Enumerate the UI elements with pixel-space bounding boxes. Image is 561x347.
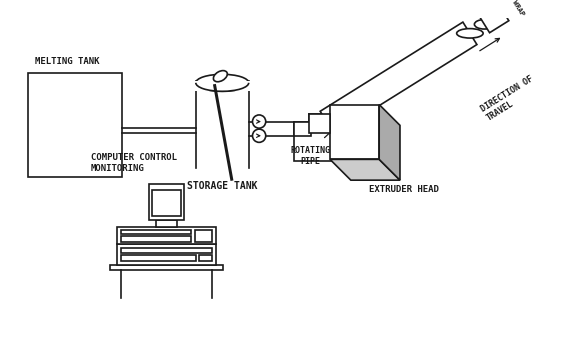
Ellipse shape [314,118,341,127]
Bar [294,121,351,161]
Bar [195,230,212,242]
Ellipse shape [494,8,513,17]
Bar [117,244,215,265]
Polygon shape [320,22,477,134]
Bar [194,81,251,91]
Text: ROTATING
PIPE: ROTATING PIPE [290,146,330,166]
Ellipse shape [475,19,494,29]
Bar [121,255,196,262]
Bar [121,248,212,253]
Ellipse shape [213,70,227,82]
Bar [149,184,185,220]
Text: COMPUTER CONTROL
MONITORING: COMPUTER CONTROL MONITORING [91,153,177,172]
Text: MELTING TANK: MELTING TANK [35,57,99,66]
Text: EXTRUDER HEAD: EXTRUDER HEAD [369,185,439,194]
Polygon shape [330,104,379,159]
Bar [121,230,191,234]
Text: STORAGE TANK: STORAGE TANK [187,180,257,191]
Text: DIRECTION OF
TRAVEL: DIRECTION OF TRAVEL [479,74,540,122]
Bar [199,255,212,262]
Circle shape [252,115,266,128]
Text: WRAP: WRAP [511,0,525,17]
Bar [309,114,330,133]
Polygon shape [330,159,400,180]
Bar [294,121,311,136]
Bar [27,73,122,177]
Bar [117,227,215,244]
Polygon shape [379,104,400,180]
Bar [156,220,177,227]
Polygon shape [479,4,509,33]
Bar [121,236,191,242]
Circle shape [252,129,266,142]
Ellipse shape [457,28,483,38]
Bar [110,265,223,270]
Ellipse shape [196,74,249,91]
Bar [152,189,181,216]
